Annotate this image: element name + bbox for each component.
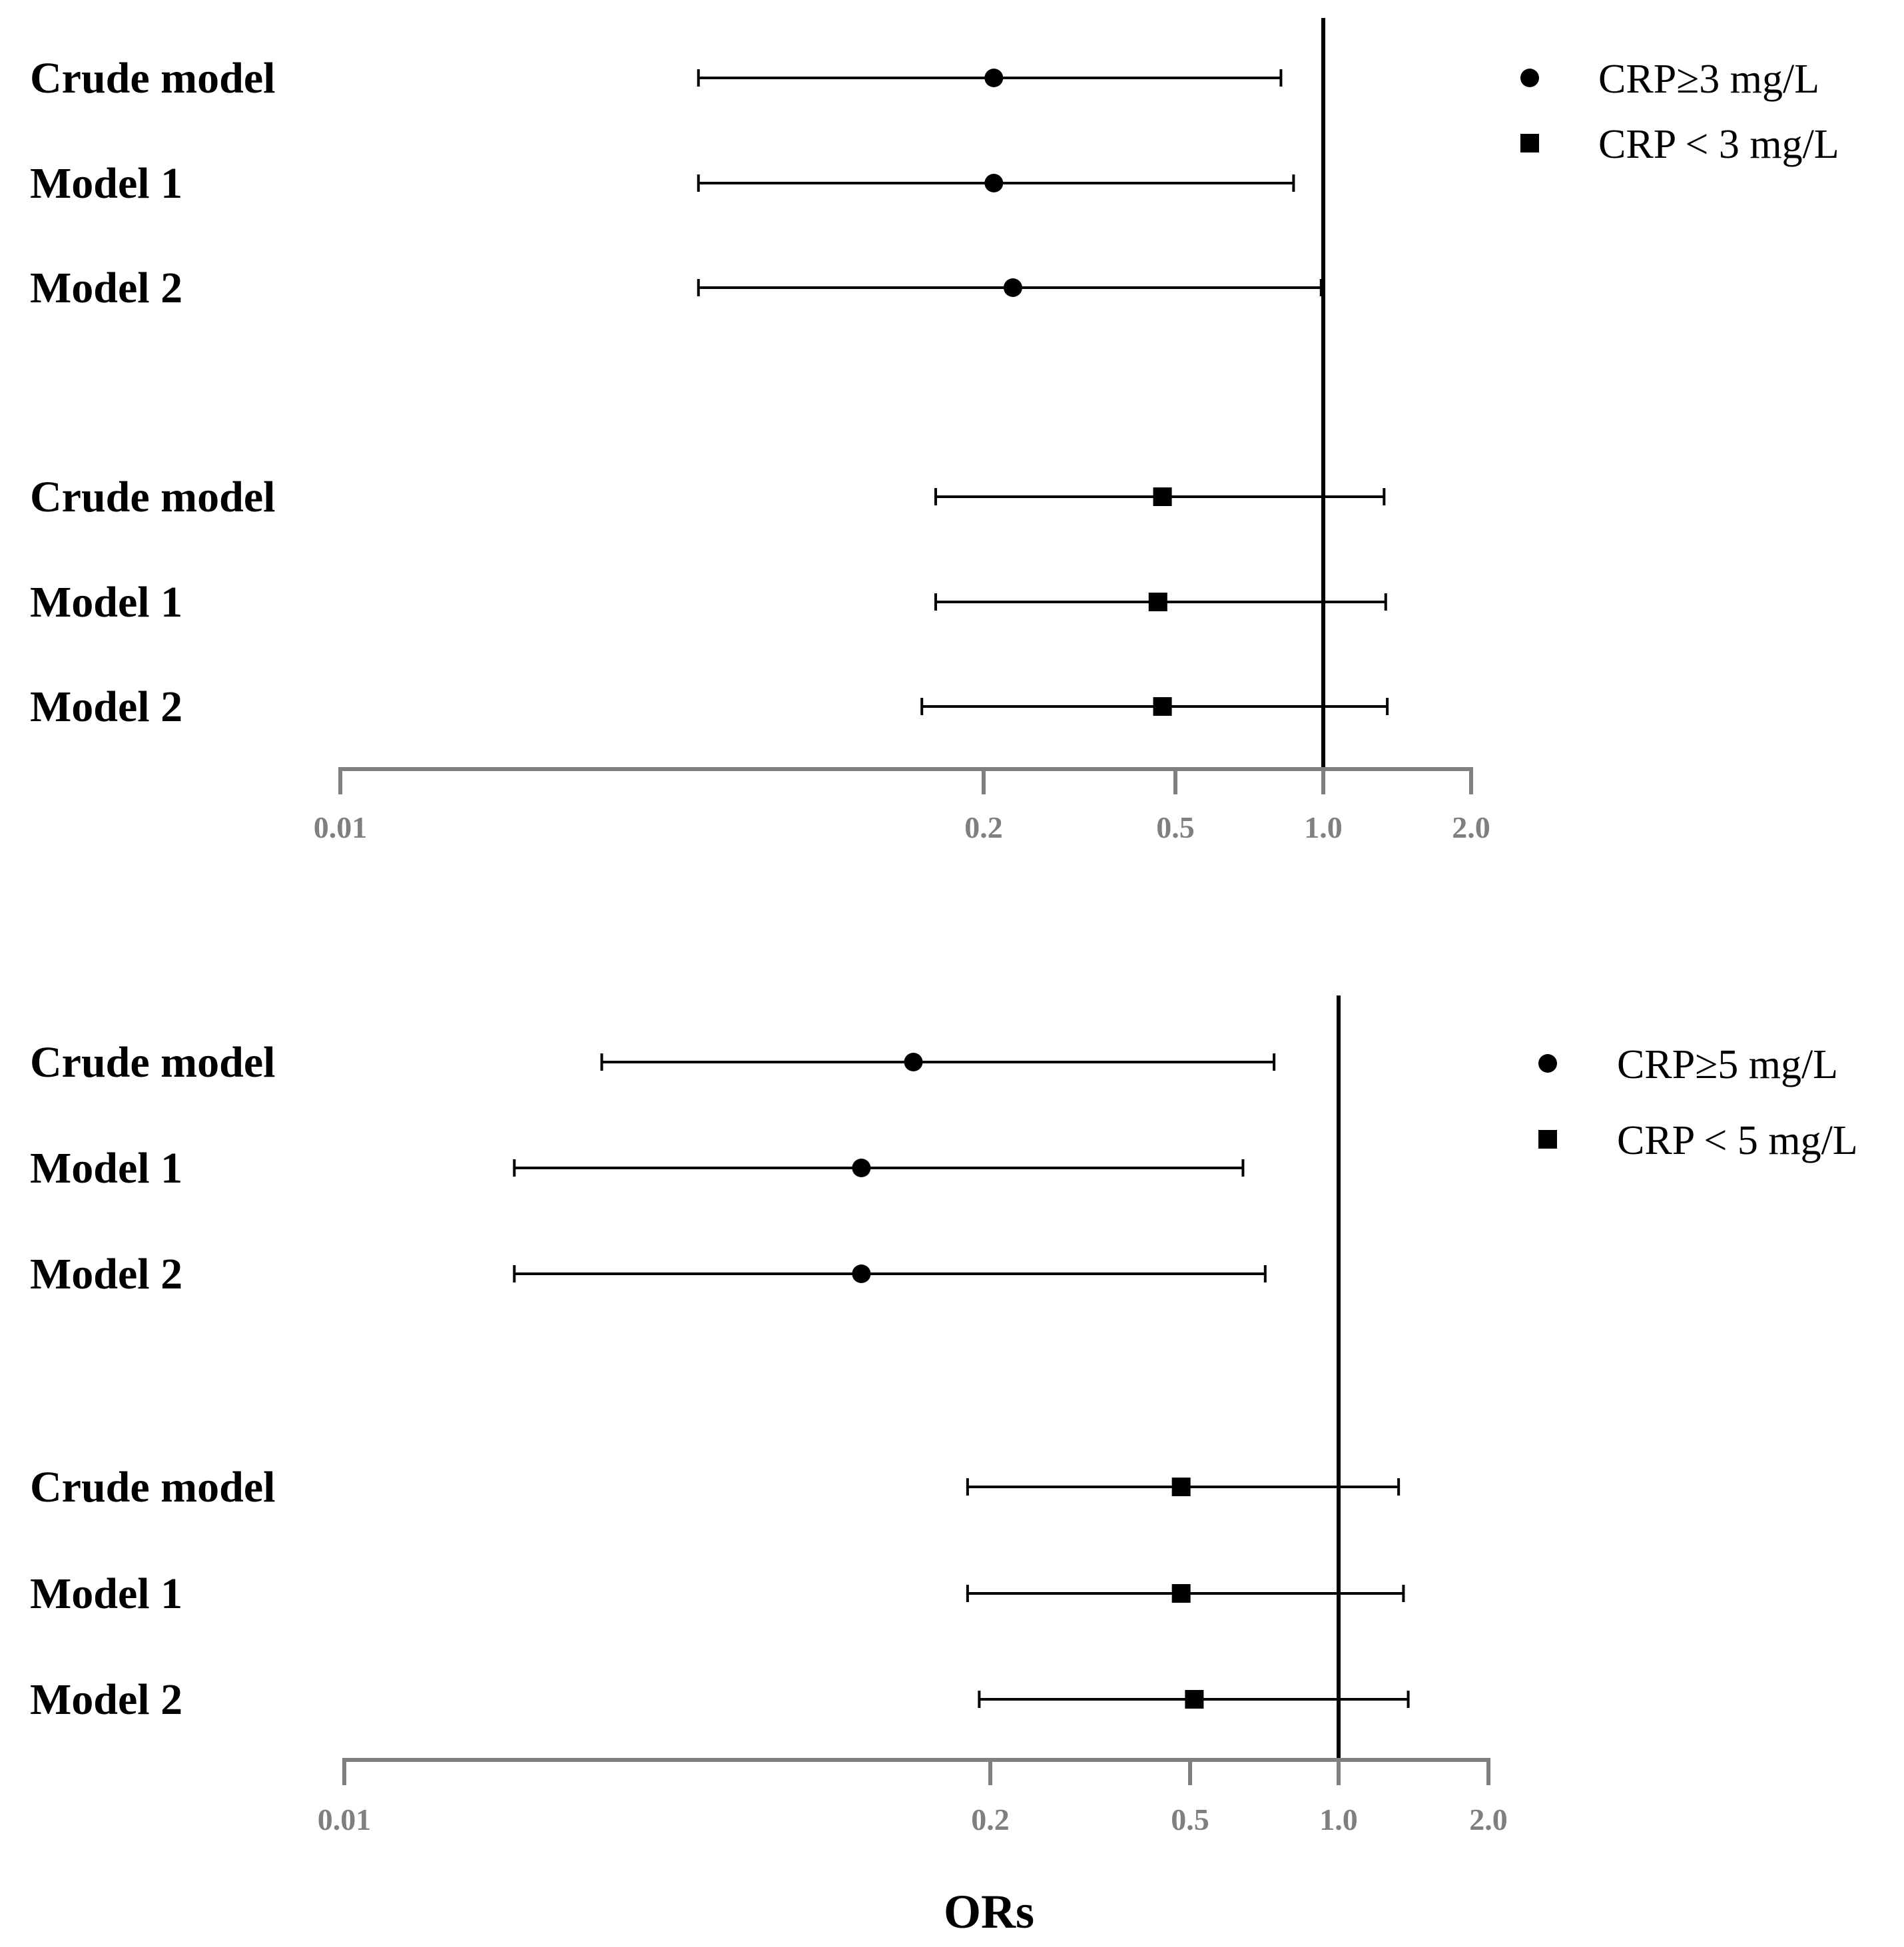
or-point-square bbox=[1171, 1584, 1191, 1603]
x-tick-label: 1.0 bbox=[1304, 810, 1343, 844]
row-label: Crude model bbox=[30, 1038, 275, 1087]
x-tick-label: 0.2 bbox=[971, 1803, 1010, 1836]
x-tick-label: 2.0 bbox=[1452, 810, 1490, 844]
x-axis-label: ORs bbox=[944, 1885, 1034, 1938]
or-point-circle bbox=[852, 1159, 871, 1177]
row-label: Model 2 bbox=[30, 1675, 182, 1724]
or-point-square bbox=[1148, 593, 1167, 611]
legend-circle-icon bbox=[1520, 69, 1539, 87]
row-label: Model 1 bbox=[30, 159, 182, 208]
row-label: Crude model bbox=[30, 1463, 275, 1512]
legend-label: CRP≥3 mg/L bbox=[1598, 57, 1819, 102]
row-label: Model 2 bbox=[30, 264, 182, 312]
or-point-circle bbox=[984, 69, 1004, 87]
row-label: Model 1 bbox=[30, 1569, 182, 1618]
x-tick-label: 0.5 bbox=[1171, 1803, 1209, 1836]
legend-square-icon bbox=[1520, 134, 1539, 152]
forest-plot-panel-crp-5: Crude model Model 1 Model 2 Crude model Mode… bbox=[30, 995, 1858, 1836]
x-tick-label: 0.01 bbox=[314, 810, 368, 844]
forest-plot-panel-crp-3: Crude model Model 1 Model 2 Crude model Mode… bbox=[30, 18, 1839, 844]
x-tick-label: 0.5 bbox=[1156, 810, 1195, 844]
row-label: Model 2 bbox=[30, 683, 182, 731]
row-label: Model 2 bbox=[30, 1250, 182, 1298]
x-tick-label: 0.2 bbox=[964, 810, 1003, 844]
legend-square-icon bbox=[1538, 1130, 1557, 1149]
or-point-square bbox=[1171, 1478, 1191, 1496]
legend-label: CRP < 5 mg/L bbox=[1617, 1118, 1858, 1163]
row-label: Model 1 bbox=[30, 1144, 182, 1193]
x-tick-label: 2.0 bbox=[1469, 1803, 1508, 1836]
row-label: Crude model bbox=[30, 473, 275, 521]
legend-label: CRP≥5 mg/L bbox=[1617, 1042, 1838, 1087]
or-point-circle bbox=[984, 174, 1004, 192]
or-point-square bbox=[1185, 1690, 1204, 1709]
legend-circle-icon bbox=[1538, 1054, 1557, 1073]
or-point-circle bbox=[1003, 278, 1022, 297]
or-point-square bbox=[1153, 487, 1172, 506]
legend-label: CRP < 3 mg/L bbox=[1598, 122, 1839, 167]
row-label: Crude model bbox=[30, 54, 275, 103]
x-tick-label: 0.01 bbox=[318, 1803, 372, 1836]
or-point-circle bbox=[904, 1053, 923, 1071]
or-point-circle bbox=[852, 1264, 871, 1283]
or-point-square bbox=[1153, 697, 1172, 716]
row-label: Model 1 bbox=[30, 578, 182, 627]
x-tick-label: 1.0 bbox=[1319, 1803, 1358, 1836]
